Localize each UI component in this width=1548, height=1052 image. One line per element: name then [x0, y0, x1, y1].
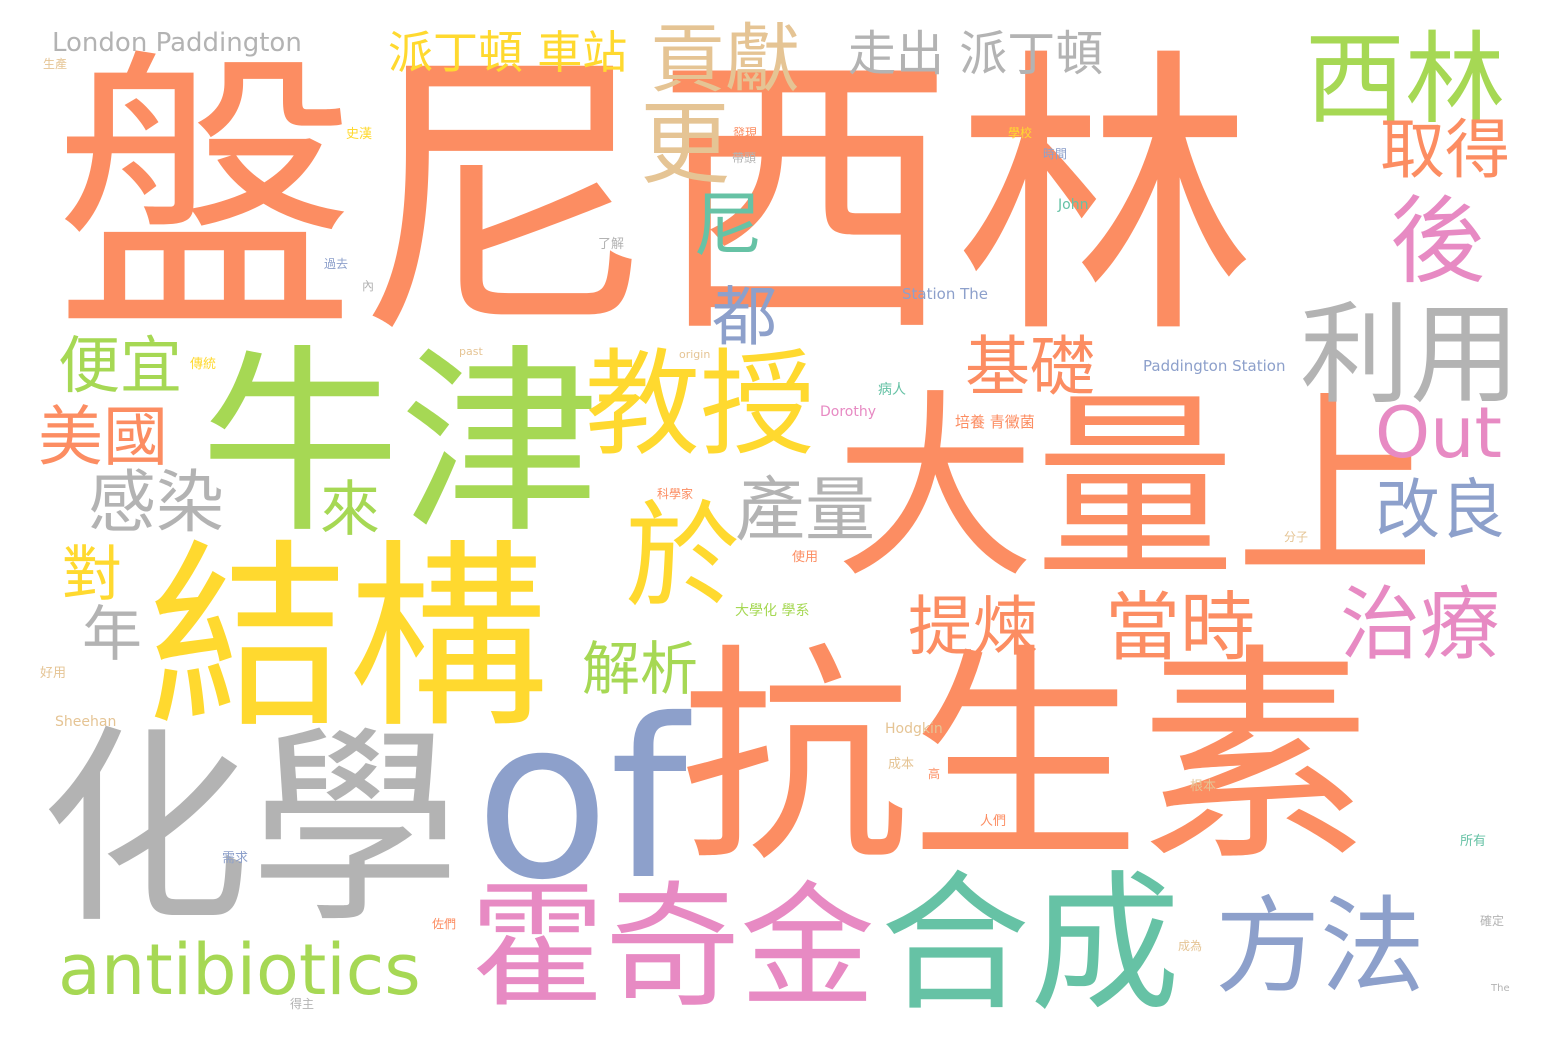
word-xilin: 西林 — [1305, 21, 1505, 138]
word-synthesis: 合成 — [880, 858, 1181, 1032]
word-school: 學校 — [1008, 126, 1033, 140]
word-laureate: 得主 — [290, 997, 315, 1011]
word-the: The — [1491, 983, 1510, 994]
word-structure: 結構 — [148, 523, 549, 756]
word-high: 高 — [928, 767, 941, 781]
word-demand: 需求 — [222, 851, 249, 866]
word-all: 都 — [712, 280, 778, 355]
word-inside: 內 — [362, 279, 375, 293]
word-understand: 了解 — [598, 237, 625, 252]
word-at-that-time: 當時 — [1105, 583, 1256, 671]
word-dorothy: Dorothy — [820, 404, 877, 420]
word-confirm: 確定 — [1480, 914, 1505, 928]
word-people: 人們 — [980, 814, 1007, 829]
word-cheap: 便宜 — [58, 329, 183, 402]
word-antibiotics: antibiotics — [58, 929, 421, 1011]
word-year: 年 — [82, 600, 142, 670]
word-yield: 產量 — [735, 469, 875, 551]
word-use: 使用 — [792, 550, 819, 565]
word-all-of: 所有 — [1460, 834, 1487, 849]
word-time: 時間 — [1043, 147, 1068, 161]
word-origin: origin — [679, 348, 711, 361]
word-method: 方法 — [1215, 886, 1426, 1008]
word-culture-penicillium: 培養 青黴菌 — [955, 413, 1035, 431]
word-analysis: 解析 — [582, 635, 699, 703]
word-lead: 帶頭 — [732, 151, 757, 165]
word-ni: 尼 — [693, 184, 763, 266]
word-usa: 美國 — [38, 400, 169, 475]
word-antibiotic: 抗生素 — [680, 626, 1371, 893]
word-at: 於 — [625, 490, 741, 624]
word-produce: 生產 — [43, 57, 68, 71]
word-out: Out — [1375, 392, 1502, 474]
word-john: John — [1058, 197, 1089, 213]
word-toward: 對 — [62, 540, 122, 610]
word-foundation: 基礎 — [965, 330, 1096, 405]
word-chemistry: 化學 — [40, 707, 461, 952]
word-infection: 感染 — [88, 464, 225, 543]
word-obtain: 取得 — [1380, 113, 1511, 188]
word-hodgkin-en: Hodgkin — [885, 721, 943, 737]
word-station-the: Station The — [902, 285, 988, 303]
word-come: 來 — [320, 475, 380, 545]
word-london-paddington: London Paddington — [52, 28, 302, 58]
word-refine: 提煉 — [908, 590, 1039, 665]
word-of: of — [475, 672, 688, 928]
word-treatment: 治療 — [1340, 578, 1500, 671]
word-large-scale: 大量上 — [835, 373, 1436, 606]
word-oxford: 牛津 — [200, 328, 601, 561]
word-paddington-station: 派丁頓 車站 — [388, 26, 628, 79]
word-cost: 成本 — [888, 757, 915, 772]
word-professor: 教授 — [585, 338, 816, 472]
word-scientist: 科學家 — [657, 487, 694, 501]
word-walk-out-paddington: 走出 派丁頓 — [848, 26, 1104, 82]
word-hodgkin: 霍奇金 — [470, 869, 875, 1026]
word-handy: 好用 — [40, 666, 67, 681]
word-fundamentally: 根本 — [1190, 779, 1217, 794]
word-molecule: 分子 — [1284, 530, 1309, 544]
word-penicillin: 盤尼西林 — [55, 25, 1255, 374]
word-shihan: 史漢 — [346, 127, 373, 142]
word-become: 成為 — [1178, 939, 1203, 953]
word-more: 更 — [640, 92, 730, 197]
word-patient: 病人 — [878, 382, 906, 398]
word-past: past — [459, 345, 483, 358]
word-improve: 改良 — [1375, 473, 1506, 548]
word-chemistry-dept: 大學化 學系 — [735, 603, 810, 619]
word-past-zh: 過去 — [324, 257, 349, 271]
word-discover: 發現 — [733, 126, 758, 140]
word-sheehan: Sheehan — [55, 714, 117, 730]
word-contribution: 貢獻 — [650, 15, 801, 103]
word-utilize: 利用 — [1300, 291, 1520, 419]
word-paddington-station-en: Paddington Station — [1143, 357, 1286, 375]
word-zuomen: 佐們 — [432, 917, 457, 931]
word-traditional: 傳統 — [190, 357, 217, 372]
word-after: 後 — [1390, 187, 1486, 297]
